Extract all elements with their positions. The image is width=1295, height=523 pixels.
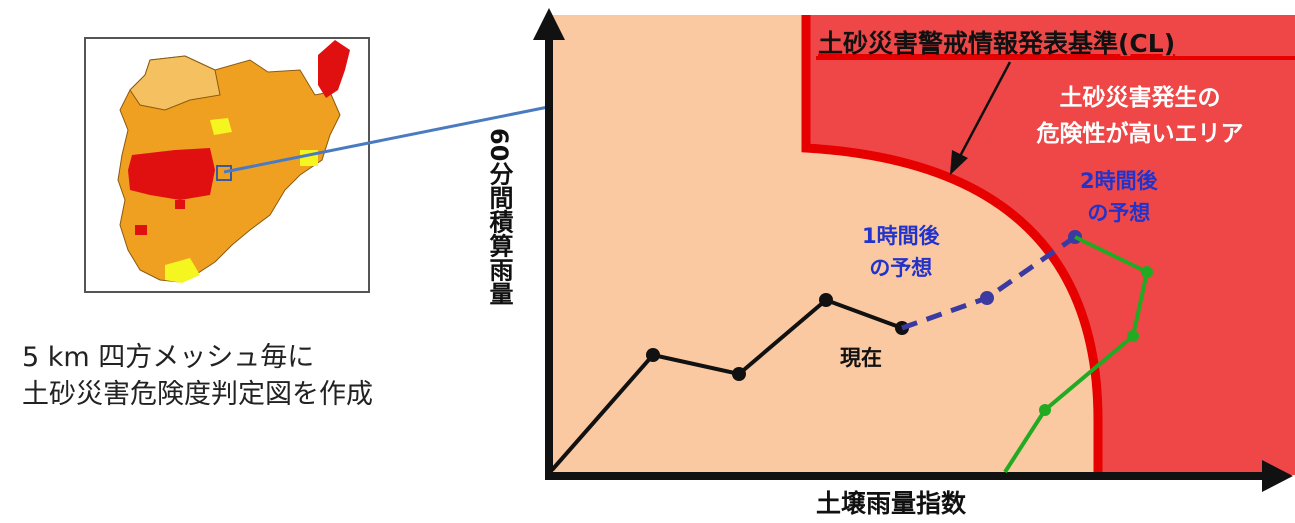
cl-threshold-label: 土砂災害警戒情報発表基準(CL) xyxy=(818,29,1176,58)
y-axis-arrowhead xyxy=(533,8,565,40)
forecast-1h-line2: の予想 xyxy=(869,256,933,280)
map-spot-red xyxy=(175,200,185,209)
forecast-2h-label: 2時間後 の予想 xyxy=(1080,165,1158,229)
map-spot-red xyxy=(135,225,147,235)
map-selected-cell xyxy=(216,165,232,181)
map-region-light xyxy=(129,55,221,111)
map-region-red-west xyxy=(128,148,215,200)
forecast-2h-line2: の予想 xyxy=(1087,201,1151,225)
map-panel xyxy=(84,37,370,293)
map-caption-line2: 土砂災害危険度判定図を作成 xyxy=(22,379,373,410)
green-path xyxy=(1003,235,1153,474)
axes xyxy=(533,8,1293,492)
map-region-yellow xyxy=(210,118,232,135)
danger-area-label: 土砂災害発生の 危険性が高いエリア xyxy=(1010,80,1270,152)
forecast-1h-label: 1時間後 の予想 xyxy=(862,220,940,284)
y-axis-label-text: 60分間積算雨量 xyxy=(485,128,513,306)
forecast-2h-line1: 2時間後 xyxy=(1080,169,1158,193)
x-axis-arrowhead xyxy=(1262,460,1293,492)
map-region-red-north xyxy=(318,40,350,98)
danger-label-line2: 危険性が高いエリア xyxy=(1036,121,1244,147)
map-region-base xyxy=(117,55,341,283)
danger-area xyxy=(806,15,1295,475)
current-point xyxy=(646,348,660,362)
forecast-point-1h xyxy=(980,291,994,305)
y-axis-label: 60分間積算雨量 xyxy=(483,128,513,313)
x-axis-label: 土壌雨量指数 xyxy=(816,489,967,518)
green-point xyxy=(1039,404,1051,416)
danger-label-line1: 土砂災害発生の xyxy=(1059,85,1221,111)
forecast-path xyxy=(901,230,1082,331)
cl-pointer-arrow xyxy=(950,61,1012,175)
current-label: 現在 xyxy=(840,346,882,370)
map-region-yellow xyxy=(165,258,200,283)
map-caption-line1: 5 km 四方メッシュ毎に xyxy=(22,342,315,373)
green-point xyxy=(1127,330,1139,342)
current-point xyxy=(732,367,746,381)
forecast-1h-line1: 1時間後 xyxy=(862,224,940,248)
green-point xyxy=(1141,266,1153,278)
current-point xyxy=(819,293,833,307)
